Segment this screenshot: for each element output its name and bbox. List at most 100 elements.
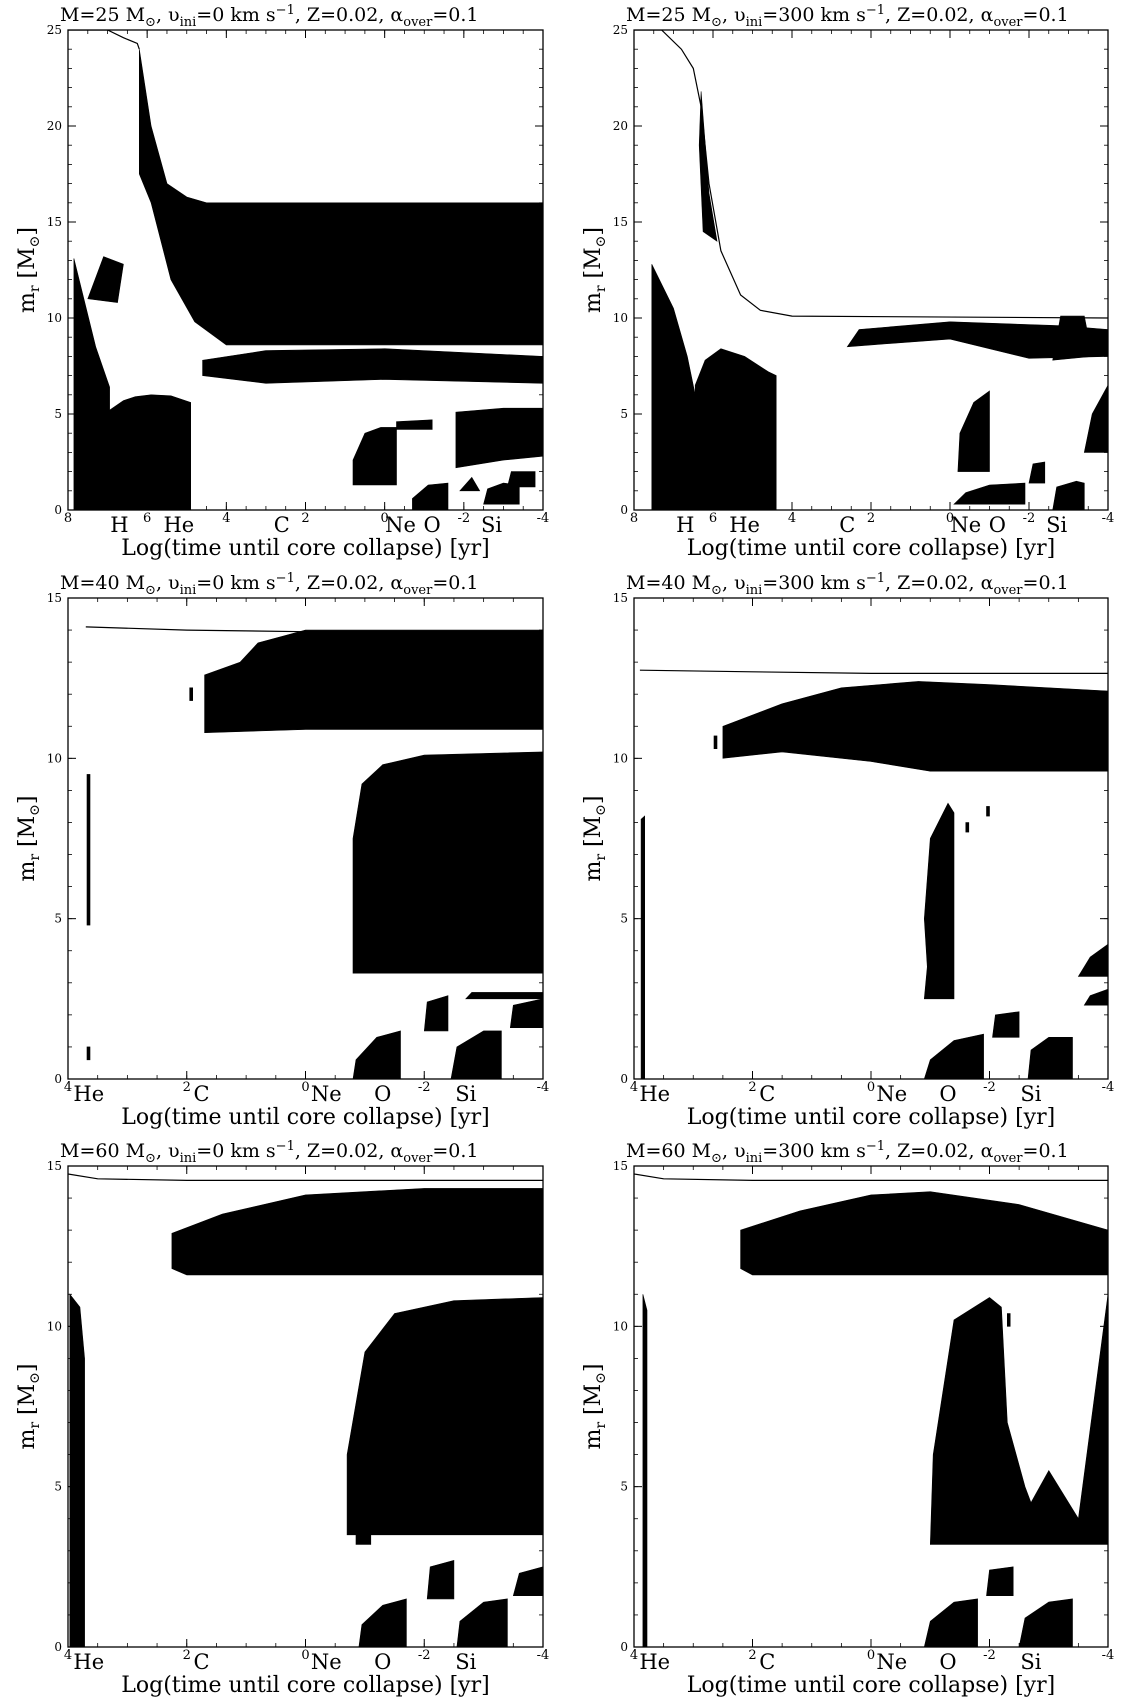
y-tick-label: 15 xyxy=(47,215,62,229)
x-tick-label: -4 xyxy=(537,1080,550,1095)
title-velocity-sub: ini xyxy=(180,583,197,598)
surface-mass-line xyxy=(68,1173,543,1181)
x-tick-label: 0 xyxy=(381,511,389,526)
y-axis-label: mr [M⊙] xyxy=(581,227,609,313)
convective-zone-4 xyxy=(204,629,543,734)
y-axis-label: mr [M⊙] xyxy=(581,795,609,881)
plot-area xyxy=(85,626,543,1079)
y-tick-label: 0 xyxy=(620,1640,628,1654)
y-axis-label: mr [M⊙] xyxy=(15,795,43,881)
panel-3: M=40 M⊙, υini=0 km s−1, Z=0.02, αover=0.… xyxy=(15,571,549,1130)
x-tick-label: -2 xyxy=(983,1648,996,1663)
convective-zone-8 xyxy=(992,1011,1020,1038)
x-tick-label: 4 xyxy=(222,511,230,526)
y-label-close: ] xyxy=(15,1363,40,1372)
convective-zone-3 xyxy=(346,1297,543,1536)
y-tick-label: 10 xyxy=(47,311,62,325)
title-velocity: , υ xyxy=(722,4,746,26)
y-tick-label: 15 xyxy=(47,1159,62,1173)
title-alpha-value: =0.1 xyxy=(432,4,478,26)
x-tick-label: 0 xyxy=(867,1080,875,1095)
plot-area xyxy=(634,1173,1108,1647)
title-superscript: −1 xyxy=(276,1139,295,1154)
phase-label: He xyxy=(729,513,760,537)
y-label-unit: [M xyxy=(15,247,40,285)
convective-zone-7 xyxy=(423,995,449,1032)
surface-mass-line xyxy=(634,1173,1108,1181)
y-tick-label: 5 xyxy=(54,912,62,926)
y-label-sun: ⊙ xyxy=(593,1372,609,1384)
x-tick-label: 2 xyxy=(748,1080,756,1095)
convective-zone-1 xyxy=(651,264,696,510)
convective-zone-2 xyxy=(109,394,191,510)
convective-zone-1 xyxy=(86,774,91,926)
title-alpha-sub: over xyxy=(993,1151,1023,1166)
convective-zone-7 xyxy=(923,1033,984,1079)
convective-zone-11 xyxy=(1083,988,1108,1006)
surface-mass-line xyxy=(634,30,1108,319)
panel-title: M=60 M⊙, υini=0 km s−1, Z=0.02, αover=0.… xyxy=(60,1139,479,1166)
phase-label: He xyxy=(639,1650,670,1674)
title-velocity-value: =0 km s xyxy=(196,1140,275,1162)
title-velocity: , υ xyxy=(156,4,180,26)
y-tick-label: 20 xyxy=(613,119,628,133)
phase-label: Ne xyxy=(876,1082,907,1106)
phase-label: Ne xyxy=(385,513,416,537)
panel-title: M=25 M⊙, υini=300 km s−1, Z=0.02, αover=… xyxy=(626,3,1069,30)
y-tick-label: 20 xyxy=(47,119,62,133)
y-label-m: m xyxy=(581,292,606,313)
title-velocity: , υ xyxy=(156,1140,180,1162)
y-tick-label: 15 xyxy=(613,215,628,229)
y-label-sub: r xyxy=(593,854,609,861)
title-superscript: −1 xyxy=(866,3,885,18)
panel-5: M=60 M⊙, υini=0 km s−1, Z=0.02, αover=0.… xyxy=(15,1139,549,1698)
x-tick-label: -4 xyxy=(537,1648,550,1663)
title-velocity: , υ xyxy=(722,1140,746,1162)
x-tick-label: 0 xyxy=(867,1648,875,1663)
convective-zone-9 xyxy=(1027,1037,1073,1079)
title-superscript: −1 xyxy=(276,3,295,18)
title-mass: M=40 M xyxy=(60,572,145,594)
y-tick-label: 0 xyxy=(54,503,62,517)
x-tick-label: 0 xyxy=(301,1648,309,1663)
y-tick-label: 10 xyxy=(613,751,628,765)
panel-1: M=25 M⊙, υini=0 km s−1, Z=0.02, αover=0.… xyxy=(15,3,549,561)
convective-zone-9 xyxy=(509,998,543,1028)
x-axis-label: Log(time until core collapse) [yr] xyxy=(121,1673,489,1698)
panel-2: M=25 M⊙, υini=300 km s−1, Z=0.02, αover=… xyxy=(581,3,1114,561)
convective-zone-2 xyxy=(694,348,777,510)
x-tick-label: -2 xyxy=(418,1648,431,1663)
phase-label: C xyxy=(194,1650,210,1674)
title-mass: M=40 M xyxy=(626,572,711,594)
y-tick-label: 25 xyxy=(613,23,628,37)
title-metallicity: , Z=0.02, α xyxy=(295,572,404,594)
y-label-sub: r xyxy=(593,1422,609,1429)
y-label-sub: r xyxy=(27,1422,43,1429)
convective-zone-7 xyxy=(1028,461,1046,484)
y-label-close: ] xyxy=(581,795,606,804)
phase-label: He xyxy=(163,513,194,537)
y-tick-label: 5 xyxy=(54,1480,62,1494)
convective-zone-6 xyxy=(352,1030,401,1079)
title-alpha-sub: over xyxy=(403,1151,433,1166)
y-label-m: m xyxy=(15,1429,40,1450)
title-metallicity: , Z=0.02, α xyxy=(885,4,994,26)
x-axis-label: Log(time until core collapse) [yr] xyxy=(121,536,489,561)
y-tick-label: 15 xyxy=(613,1159,628,1173)
x-tick-label: 4 xyxy=(64,1648,72,1663)
x-tick-label: 4 xyxy=(630,1080,638,1095)
title-velocity-sub: ini xyxy=(180,15,197,30)
phase-label: C xyxy=(194,1082,210,1106)
convective-zone-5 xyxy=(957,390,990,472)
x-tick-label: 0 xyxy=(946,511,954,526)
phase-label: Si xyxy=(1046,513,1067,537)
x-tick-label: -4 xyxy=(537,511,550,526)
convective-zone-6 xyxy=(426,1560,455,1600)
title-velocity-sub: ini xyxy=(746,1151,763,1166)
convective-zone-12 xyxy=(87,256,124,303)
y-label-sub: r xyxy=(27,854,43,861)
convective-zone-5 xyxy=(352,751,543,974)
title-sun-symbol: ⊙ xyxy=(145,1151,156,1166)
y-label-sub: r xyxy=(27,285,43,292)
x-tick-label: 4 xyxy=(630,1648,638,1663)
